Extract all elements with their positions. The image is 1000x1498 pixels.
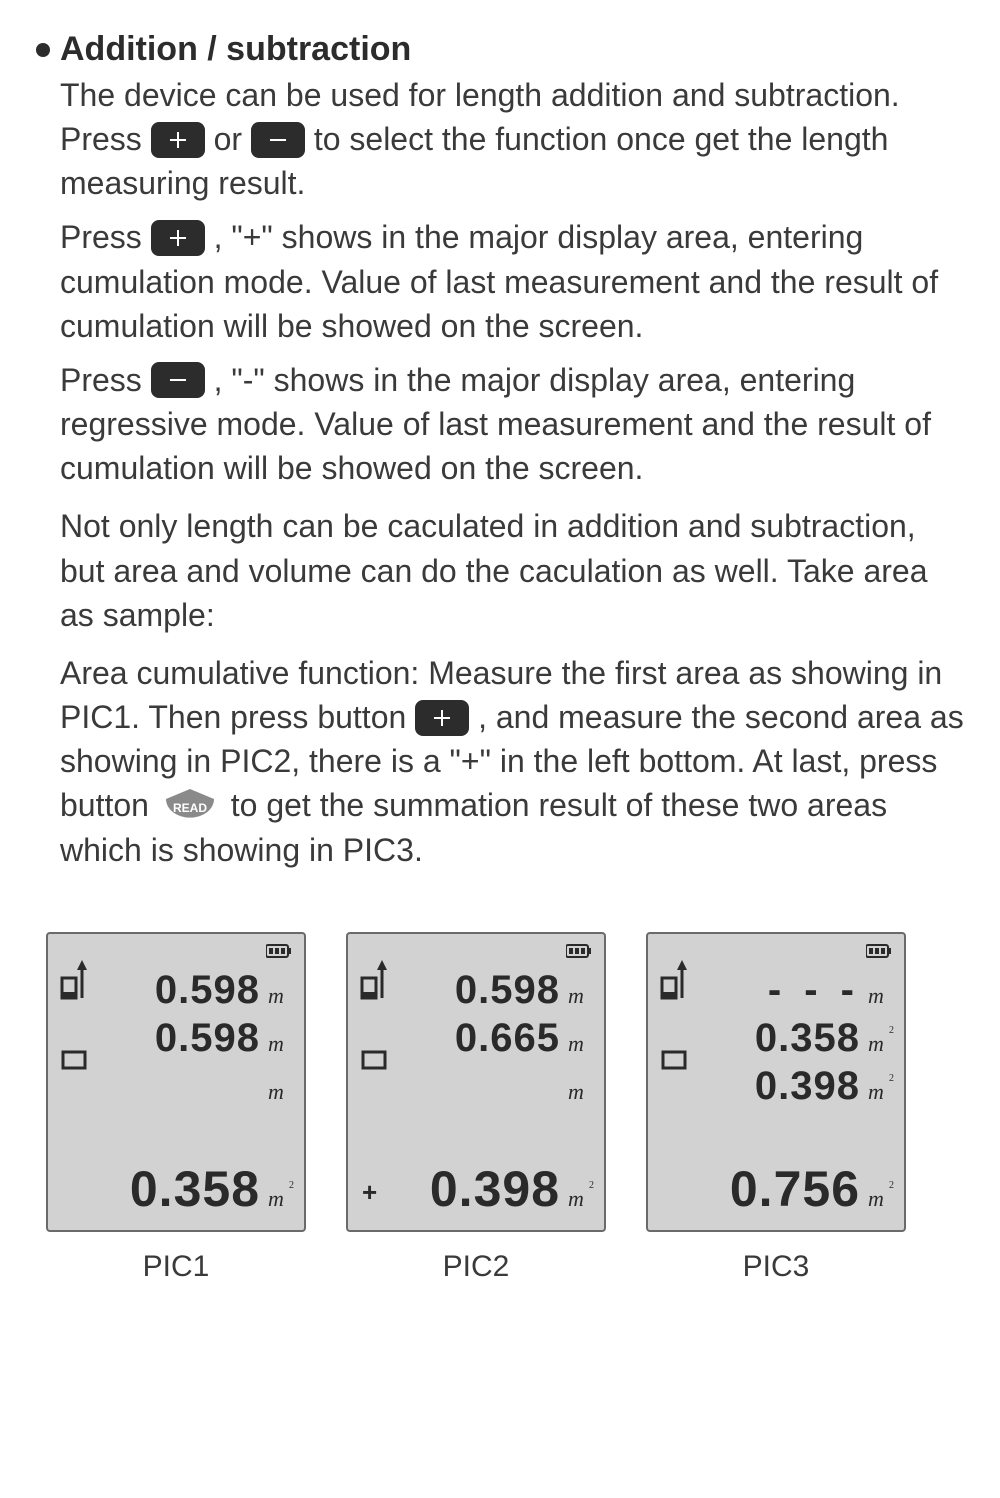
measure-row-2: 0.358m	[710, 1016, 892, 1064]
body-text: The device can be used for length additi…	[36, 73, 964, 872]
paragraph-2: Press , "+" shows in the major display a…	[60, 215, 964, 347]
figures-row: 0.598m 0.598m 0m 0.358m PIC1 0.598m 0.66…	[36, 932, 964, 1284]
plus-button-icon	[415, 700, 469, 736]
battery-icon	[266, 944, 292, 958]
battery-icon	[566, 944, 592, 958]
measure-row-1: - - -m	[710, 968, 892, 1016]
plus-indicator: +	[362, 1177, 377, 1208]
device-screen-pic1: 0.598m 0.598m 0m 0.358m	[46, 932, 306, 1232]
paragraph-3: Press , "-" shows in the major display a…	[60, 358, 964, 490]
area-mode-icon	[61, 1050, 87, 1070]
result-row: 0.756m	[710, 1160, 892, 1220]
measure-row-3: 0m	[110, 1064, 292, 1112]
reference-edge-icon	[360, 960, 388, 1000]
p3a: Press	[60, 362, 151, 398]
figure-label: PIC1	[143, 1250, 210, 1284]
device-screen-pic2: 0.598m 0.665m 0m 0.398m +	[346, 932, 606, 1232]
minus-button-icon	[151, 362, 205, 398]
figure-label: PIC3	[743, 1250, 810, 1284]
plus-button-icon	[151, 122, 205, 158]
figure-label: PIC2	[443, 1250, 510, 1284]
measure-row-1: 0.598m	[110, 968, 292, 1016]
measure-row-3: 0.398m	[710, 1064, 892, 1112]
p1b: or	[214, 121, 251, 157]
plus-button-icon	[151, 220, 205, 256]
read-button-icon: READ	[158, 787, 222, 825]
battery-icon	[866, 944, 892, 958]
result-row: 0.398m	[410, 1160, 592, 1220]
section-heading-row: Addition / subtraction	[36, 30, 964, 69]
measure-row-3: 0m	[410, 1064, 592, 1112]
area-mode-icon	[361, 1050, 387, 1070]
paragraph-1: The device can be used for length additi…	[60, 73, 964, 205]
figure-pic1: 0.598m 0.598m 0m 0.358m PIC1	[46, 932, 306, 1284]
figure-pic2: 0.598m 0.665m 0m 0.398m + PIC2	[346, 932, 606, 1284]
section-heading: Addition / subtraction	[60, 30, 411, 69]
area-mode-icon	[661, 1050, 687, 1070]
measure-row-2: 0.598m	[110, 1016, 292, 1064]
reference-edge-icon	[60, 960, 88, 1000]
minus-button-icon	[251, 122, 305, 158]
reference-edge-icon	[660, 960, 688, 1000]
device-screen-pic3: - - -m 0.358m 0.398m 0.756m	[646, 932, 906, 1232]
bullet-icon	[36, 43, 50, 57]
paragraph-5: Area cumulative function: Measure the fi…	[60, 651, 964, 872]
svg-text:READ: READ	[173, 801, 207, 815]
measure-row-1: 0.598m	[410, 968, 592, 1016]
measure-row-2: 0.665m	[410, 1016, 592, 1064]
paragraph-4: Not only length can be caculated in addi…	[60, 504, 964, 636]
p2a: Press	[60, 219, 151, 255]
figure-pic3: - - -m 0.358m 0.398m 0.756m PIC3	[646, 932, 906, 1284]
result-row: 0.358m	[110, 1160, 292, 1220]
